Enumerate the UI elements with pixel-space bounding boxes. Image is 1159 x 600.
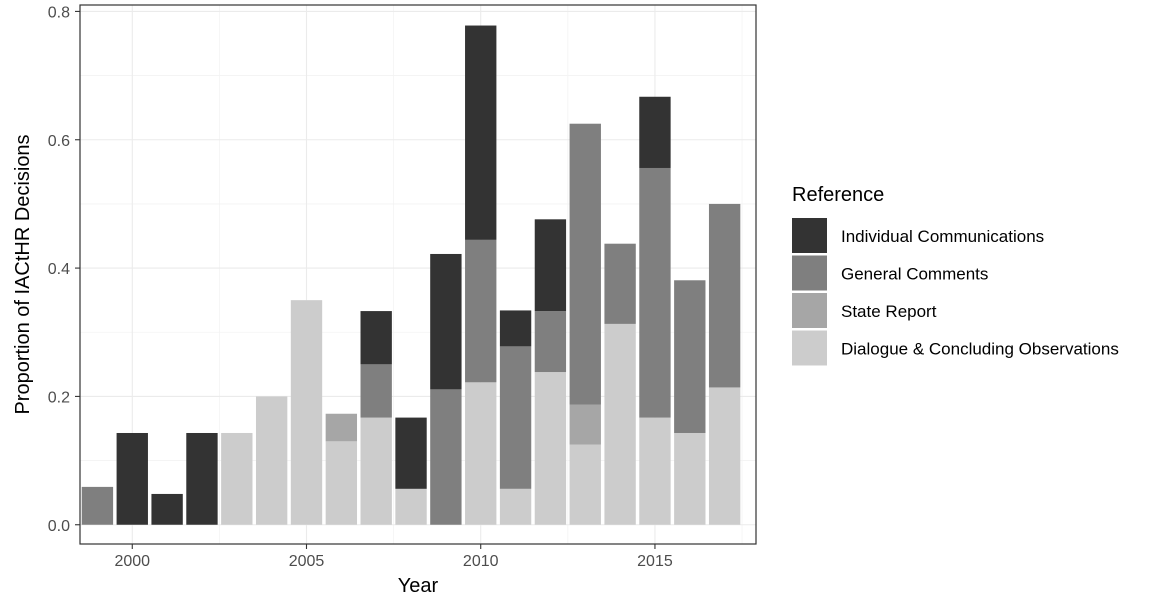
bar-segment: [639, 96, 671, 168]
bar-segment: [569, 404, 601, 445]
bar-segment: [604, 243, 636, 324]
y-tick-label: 0.6: [48, 133, 70, 150]
bar-segment: [499, 310, 532, 347]
legend-title: Reference: [792, 184, 884, 206]
bar-segment: [674, 432, 706, 525]
legend: Reference Individual Communications Gener…: [792, 184, 1119, 366]
bar-segment: [186, 432, 218, 525]
y-tick-label: 0.0: [48, 518, 70, 535]
legend-label: Individual Communications: [841, 227, 1044, 246]
y-axis: 0.0 0.2 0.4 0.6 0.8: [48, 4, 80, 535]
y-tick-label: 0.4: [48, 261, 70, 278]
x-tick-label: 2000: [114, 553, 150, 570]
x-axis-title: Year: [398, 575, 439, 597]
bar-segment: [569, 444, 601, 525]
x-tick-label: 2015: [637, 553, 673, 570]
bar-segment: [430, 389, 462, 525]
bar-segment: [674, 280, 706, 433]
bar-segment: [290, 300, 323, 525]
x-tick-label: 2005: [289, 553, 325, 570]
bar-segment: [221, 432, 253, 525]
y-tick-label: 0.2: [48, 389, 70, 406]
bar-segment: [604, 323, 636, 525]
bar-segment: [255, 396, 288, 525]
bar-segment: [499, 346, 532, 489]
y-axis-title: Proportion of IACtHR Decisions: [12, 134, 34, 414]
bar-segment: [151, 493, 183, 525]
bar-segment: [81, 486, 114, 525]
legend-key: [792, 330, 827, 366]
bar-segment: [639, 167, 671, 418]
bar-segment: [395, 488, 427, 525]
x-axis: 2000 2005 2010 2015: [114, 544, 673, 570]
bar-segment: [360, 311, 392, 365]
legend-label: General Comments: [841, 265, 988, 284]
bar-segment: [708, 387, 741, 525]
bar-segment: [325, 441, 358, 525]
bar-segment: [534, 311, 567, 373]
bar-segment: [465, 382, 497, 525]
legend-label: Dialogue & Concluding Observations: [841, 340, 1119, 359]
y-tick-label: 0.8: [48, 4, 70, 21]
bar-segment: [499, 488, 532, 525]
bar-segment: [569, 123, 601, 405]
x-tick-label: 2010: [463, 553, 499, 570]
bar-segment: [708, 203, 741, 388]
bar-segment: [465, 239, 497, 383]
bar-segment: [465, 25, 497, 240]
bar-segment: [430, 253, 462, 390]
bar-segment: [534, 219, 567, 312]
bar-segment: [639, 417, 671, 525]
bar-segment: [325, 413, 358, 442]
bar-segment: [395, 417, 427, 489]
bars: [81, 25, 741, 525]
panel-border: [79, 4, 757, 545]
legend-key: [792, 293, 827, 328]
legend-label: State Report: [841, 302, 937, 321]
legend-key: [792, 255, 827, 291]
bar-segment: [360, 417, 392, 525]
bar-segment: [534, 372, 567, 525]
legend-items: Individual Communications General Comment…: [792, 218, 1119, 366]
legend-key: [792, 218, 827, 253]
bar-segment: [116, 432, 148, 525]
plot-panel: [79, 4, 757, 545]
bar-segment: [360, 364, 392, 418]
